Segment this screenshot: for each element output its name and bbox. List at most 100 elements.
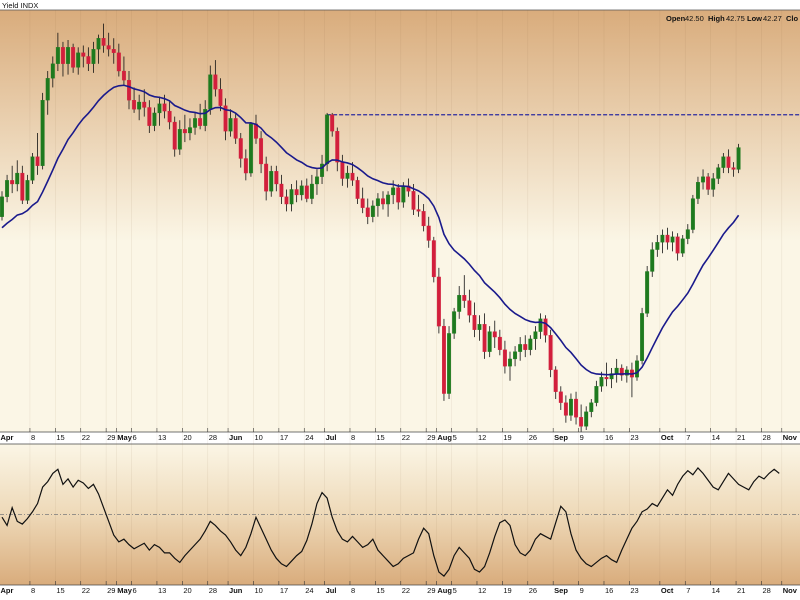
candle [91,41,96,73]
oscillator-axis-tick-label: 24 [305,586,313,595]
candle [670,231,675,252]
candle-body [360,198,365,208]
oscillator-axis-tick-label: 13 [158,586,166,595]
candle-body [294,189,299,196]
candle [589,399,594,418]
candle-body [182,129,187,134]
oscillator-axis-tick-label: 17 [280,586,288,595]
candle-body [193,118,197,128]
candle [182,114,187,143]
candle [157,96,162,126]
candle-body [35,156,40,166]
price-axis-tick-label: 10 [254,433,262,442]
oscillator-axis-tick-label: Jun [229,586,243,595]
candle [711,173,716,197]
candle [487,326,492,358]
candle [259,131,264,174]
oscillator-axis-tick-label: May [117,586,132,595]
candle [558,386,563,410]
candle-body [548,335,553,371]
candle [299,180,304,201]
oscillator-axis-tick-label: 23 [630,586,638,595]
candle [228,109,233,137]
candle [30,153,35,184]
candle-body [690,198,695,230]
oscillator-axis-tick-label: Jul [326,586,337,595]
price-axis-tick-label: Apr [0,433,13,442]
candle-body [340,161,345,179]
candle [61,41,65,77]
candle-body [655,242,660,250]
candle-body [447,333,451,394]
candle [86,47,91,72]
candle-body [614,367,619,374]
candle-body [386,194,391,205]
candle-body [497,336,502,350]
candle-body [248,123,253,174]
candle [279,174,284,205]
candle [381,191,385,210]
candle [726,149,731,174]
candle [238,132,243,168]
candle [116,43,121,77]
candle-body [467,300,472,316]
price-axis-tick-label: 5 [453,433,457,442]
candle [645,266,650,318]
candle-body [604,377,609,380]
candle-body [650,249,655,272]
candle-body [594,386,599,403]
candle-body [680,238,685,254]
moving-average-line [1,84,740,376]
candle-body [665,234,670,243]
candle [492,320,497,348]
candle-body [523,344,528,350]
candle [121,56,126,86]
candle-body [203,109,208,126]
candle-body [121,70,126,81]
candle [345,165,350,188]
candle-body [381,198,385,205]
candle [218,78,223,112]
candle-body [81,52,86,57]
candle [584,406,589,430]
candle-body [452,311,457,334]
candle-body [492,331,497,338]
candle [665,227,670,250]
candle-body [142,101,147,108]
price-axis-tick-label: 19 [503,433,511,442]
candle-body [101,38,106,46]
candle-body [299,185,304,196]
candle [193,112,197,135]
candle [482,313,487,359]
candle-body [569,398,573,416]
candle-body [731,167,736,170]
price-axis-tick-label: 22 [82,433,90,442]
candle [457,286,462,319]
candle [467,289,472,323]
candle-body [508,358,512,367]
candle-body [0,196,4,217]
close-label: Clo [786,14,799,23]
price-axis-tick-label: Oct [661,433,674,442]
candle-body [91,49,96,64]
candle [76,47,81,75]
candle [563,395,568,423]
candle [15,160,20,192]
candle-body [574,398,578,418]
candle-body [635,360,639,378]
candle-body [558,391,563,403]
oscillator-axis-tick-label: 6 [133,586,137,595]
candle-body [721,156,726,168]
price-axis-tick-label: 8 [351,433,355,442]
price-axis-tick-label: 23 [630,433,638,442]
candle [650,242,655,277]
candle [518,337,523,361]
candle [101,23,106,53]
oscillator-axis-tick-label: 8 [31,586,35,595]
candle-body [584,411,589,427]
candle [619,364,624,381]
candlesticks [0,23,741,432]
candle-body [238,138,243,159]
oscillator-line [1,466,780,578]
